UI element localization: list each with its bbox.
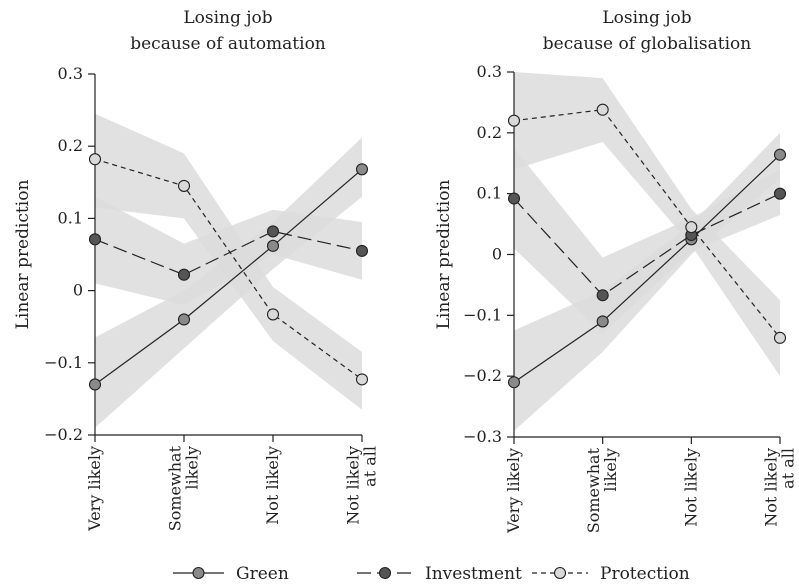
series-line-protection — [513, 109, 781, 339]
x-tick-label-line: at all — [361, 446, 380, 487]
ci-band-protection — [514, 72, 780, 377]
point-investment — [507, 192, 521, 205]
legend-marker-green — [192, 566, 205, 580]
x-tick-label-line: likely — [601, 448, 620, 492]
series-line-investment — [94, 230, 363, 276]
panel-1: Losing job because of automation 0.3 0.2 0.1… — [13, 8, 380, 532]
point-protection — [88, 153, 102, 166]
point-green — [177, 313, 191, 326]
y-tick-label: −0.1 — [463, 305, 502, 324]
x-tick-label-line: Very likely — [85, 446, 104, 532]
point-investment — [266, 225, 280, 238]
y-tick-label: 0.3 — [477, 62, 502, 81]
chart-title: Losing job because of automation — [130, 8, 326, 54]
x-tick-label: Somewhatlikely — [166, 445, 202, 531]
x-tick-label-line: Not likely — [681, 448, 700, 527]
y-axis-label: Linear prediction — [434, 180, 454, 330]
x-tick-label-line: Not likely — [762, 448, 781, 527]
y-tick-label: 0 — [492, 245, 502, 264]
series-line-investment — [513, 193, 781, 297]
y-tick-label: 0.1 — [477, 184, 502, 203]
point-green — [596, 315, 609, 328]
chart-title-line: Losing job — [183, 8, 272, 28]
x-tick-label: Not likely — [681, 448, 700, 527]
point-investment — [355, 244, 369, 257]
panel-2: Losing job because of globalisation 0.3 0.2… — [434, 8, 798, 534]
chart-title-line: Losing job — [602, 8, 691, 28]
legend-label-green: Green — [236, 564, 289, 584]
y-tick-label: −0.2 — [463, 366, 502, 385]
x-tick-label: Not likelyat all — [344, 446, 380, 525]
point-protection — [266, 308, 280, 321]
y-tick-label: −0.3 — [463, 427, 502, 446]
point-green — [355, 163, 369, 176]
point-green — [773, 148, 787, 161]
y-axis-label: Linear prediction — [13, 180, 33, 330]
y-tick-label: −0.1 — [44, 353, 83, 372]
point-protection — [355, 373, 369, 386]
point-investment — [596, 289, 609, 302]
y-tick-label: 0.1 — [58, 208, 83, 227]
ci-band-protection — [95, 113, 362, 410]
point-protection — [773, 331, 787, 344]
x-tick-label-line: Not likely — [263, 446, 282, 525]
series-line-green — [94, 168, 363, 385]
x-tick-label: Not likelyat all — [762, 448, 798, 527]
legend-marker-protection — [553, 566, 567, 580]
legend-marker-investment — [378, 566, 392, 580]
x-tick-label-line: Very likely — [504, 448, 523, 534]
y-tick-label: −0.2 — [44, 425, 83, 444]
x-tick-label-line: Somewhat — [166, 445, 185, 531]
x-tick-label: Very likely — [85, 446, 104, 532]
ci-band-investment — [514, 148, 780, 334]
point-protection — [507, 114, 521, 127]
point-protection — [685, 221, 698, 234]
chart-title: Losing job because of globalisation — [543, 8, 751, 54]
chart-title-line: because of automation — [130, 34, 326, 54]
point-protection — [177, 179, 191, 192]
point-investment — [88, 233, 102, 246]
y-tick-label: 0.2 — [58, 136, 83, 155]
legend-label-protection: Protection — [600, 564, 690, 584]
x-tick-label: Somewhatlikely — [584, 447, 620, 533]
x-tick-label: Not likely — [263, 446, 282, 525]
point-green — [266, 239, 280, 252]
x-tick-label-line: Somewhat — [584, 447, 603, 533]
point-green — [88, 378, 102, 391]
x-tick-label-line: Not likely — [344, 446, 363, 525]
point-green — [507, 376, 521, 389]
y-tick-label: 0.2 — [477, 123, 502, 142]
point-investment — [773, 187, 787, 200]
x-tick-label-line: at all — [779, 448, 798, 489]
point-protection — [596, 103, 609, 116]
series-line-protection — [94, 158, 363, 380]
chart-title-line: because of globalisation — [543, 34, 751, 54]
legend: Green Investment Protection — [173, 564, 690, 584]
point-investment — [177, 268, 191, 281]
y-tick-label: 0 — [73, 281, 83, 300]
series-line-green — [513, 154, 781, 383]
y-tick-label: 0.3 — [58, 64, 83, 83]
legend-label-investment: Investment — [425, 564, 522, 584]
x-tick-label-line: likely — [183, 446, 202, 490]
x-tick-label: Very likely — [504, 448, 523, 534]
